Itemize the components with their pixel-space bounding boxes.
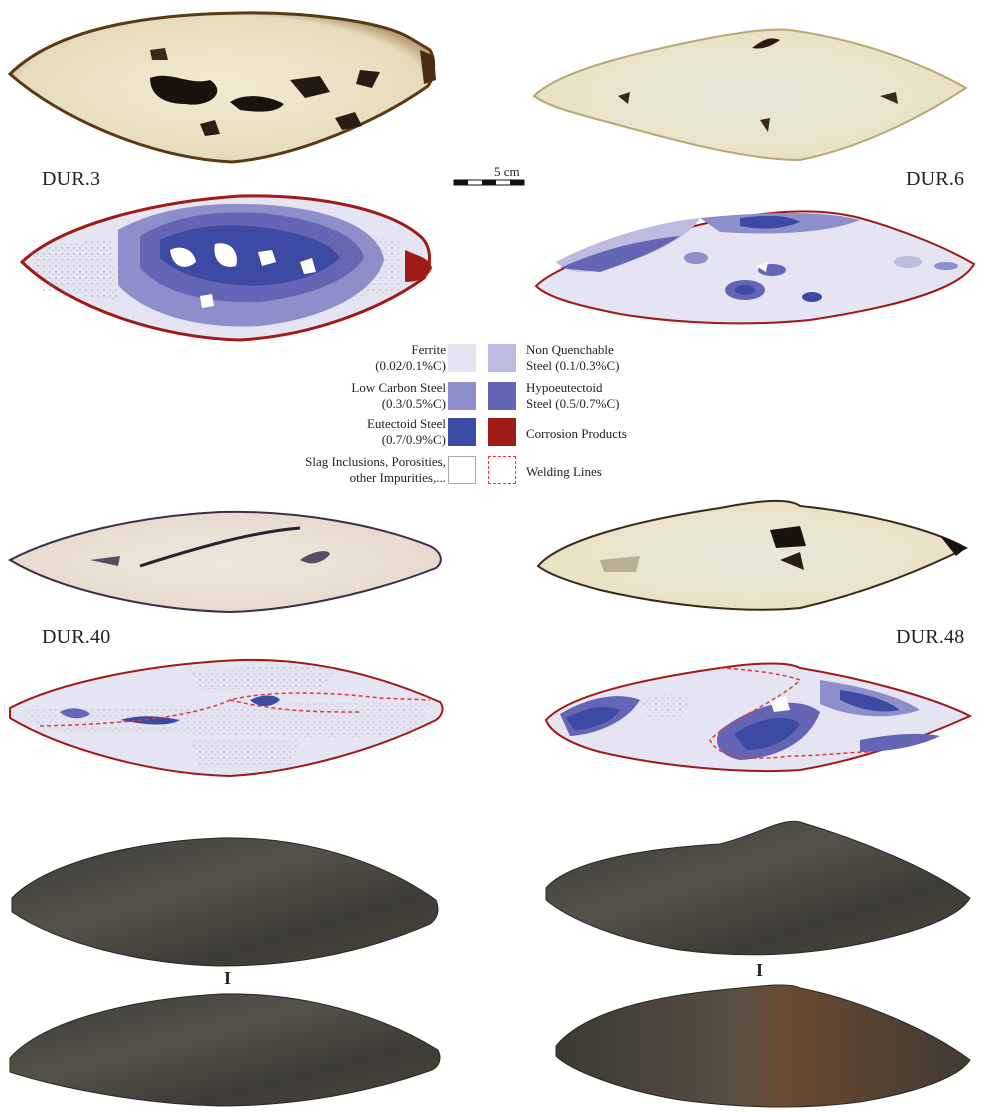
legend-corrosion-swatch bbox=[488, 418, 516, 446]
dur48-face-divider: I bbox=[756, 960, 764, 980]
dur40-label: DUR.40 bbox=[42, 626, 111, 648]
legend-low-carbon-swatch bbox=[448, 382, 476, 410]
legend-slag-text: Slag Inclusions, Porosities, other Impur… bbox=[305, 454, 446, 485]
legend-eutectoid-text: Eutectoid Steel (0.7/0.9%C) bbox=[366, 416, 446, 447]
legend-hypoeutectoid-swatch bbox=[488, 382, 516, 410]
legend-welding-swatch bbox=[488, 456, 516, 484]
legend-corrosion-text: Corrosion Products bbox=[526, 426, 627, 441]
scale-bar bbox=[453, 179, 525, 186]
scale-label: 5 cm bbox=[494, 164, 520, 179]
dur48-label: DUR.48 bbox=[896, 626, 965, 648]
legend-non-quenchable-text: Non Quenchable Steel (0.1/0.3%C) bbox=[526, 342, 620, 373]
dur48-map bbox=[544, 662, 973, 773]
dur48-photo bbox=[536, 499, 969, 611]
dur48-face-b-photo bbox=[555, 984, 971, 1108]
dur40-map bbox=[9, 658, 444, 778]
dur3-photo bbox=[7, 11, 436, 164]
dur6-photo bbox=[532, 28, 968, 162]
legend: Ferrite (0.02/0.1%C) Non Quenchable Stee… bbox=[260, 338, 700, 488]
dur3-label: DUR.3 bbox=[42, 168, 101, 190]
dur40-face-b-photo bbox=[9, 993, 441, 1107]
legend-ferrite-swatch bbox=[448, 344, 476, 372]
dur3-map bbox=[19, 194, 432, 342]
dur40-face-divider: I bbox=[224, 968, 232, 988]
legend-ferrite-text: Ferrite (0.02/0.1%C) bbox=[375, 342, 446, 373]
legend-welding-text: Welding Lines bbox=[526, 464, 602, 479]
legend-low-carbon-text: Low Carbon Steel (0.3/0.5%C) bbox=[351, 380, 446, 411]
legend-slag-swatch bbox=[448, 456, 476, 484]
legend-non-quenchable-swatch bbox=[488, 344, 516, 372]
dur40-photo bbox=[7, 510, 442, 614]
dur40-face-a-photo bbox=[11, 837, 439, 967]
legend-hypoeutectoid-text: Hypoeutectoid Steel (0.5/0.7%C) bbox=[526, 380, 620, 411]
legend-eutectoid-swatch bbox=[448, 418, 476, 446]
dur6-label: DUR.6 bbox=[906, 168, 965, 190]
dur48-face-a-photo bbox=[545, 820, 971, 956]
dur6-map bbox=[534, 210, 976, 325]
